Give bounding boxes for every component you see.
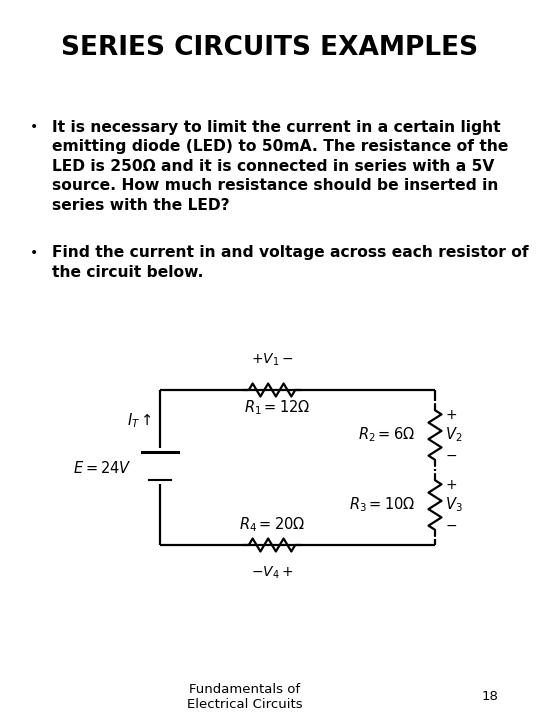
Text: $R_3 = 10\Omega$: $R_3 = 10\Omega$ (349, 495, 415, 514)
Text: emitting diode (LED) to 50mA. The resistance of the: emitting diode (LED) to 50mA. The resist… (52, 140, 508, 155)
Text: Find the current in and voltage across each resistor of: Find the current in and voltage across e… (52, 246, 529, 261)
Text: $I_T\uparrow$: $I_T\uparrow$ (127, 412, 152, 431)
Text: $V_2$: $V_2$ (445, 426, 462, 444)
Text: •: • (30, 246, 38, 259)
Text: $R_4 = 20\Omega$: $R_4 = 20\Omega$ (239, 516, 305, 534)
Text: $+$: $+$ (445, 478, 457, 492)
Text: $+$: $+$ (445, 408, 457, 422)
Text: $R_2 = 6\Omega$: $R_2 = 6\Omega$ (358, 426, 415, 444)
Text: •: • (30, 120, 38, 134)
Text: 18: 18 (482, 690, 498, 703)
Text: the circuit below.: the circuit below. (52, 265, 204, 280)
Text: series with the LED?: series with the LED? (52, 198, 229, 213)
Text: source. How much resistance should be inserted in: source. How much resistance should be in… (52, 179, 498, 194)
Text: $+V_1-$: $+V_1-$ (251, 352, 293, 368)
Text: Fundamentals of
Electrical Circuits: Fundamentals of Electrical Circuits (187, 683, 303, 711)
Text: $R_1 = 12\Omega$: $R_1 = 12\Omega$ (244, 399, 310, 418)
Text: $V_3$: $V_3$ (445, 495, 463, 514)
Text: SERIES CIRCUITS EXAMPLES: SERIES CIRCUITS EXAMPLES (62, 35, 478, 61)
Text: LED is 250Ω and it is connected in series with a 5V: LED is 250Ω and it is connected in serie… (52, 159, 495, 174)
Text: $-$: $-$ (445, 518, 457, 532)
Text: $-$: $-$ (445, 448, 457, 462)
Text: $E = 24V$: $E = 24V$ (73, 460, 132, 476)
Text: It is necessary to limit the current in a certain light: It is necessary to limit the current in … (52, 120, 501, 135)
Text: $-V_4+$: $-V_4+$ (251, 564, 293, 581)
